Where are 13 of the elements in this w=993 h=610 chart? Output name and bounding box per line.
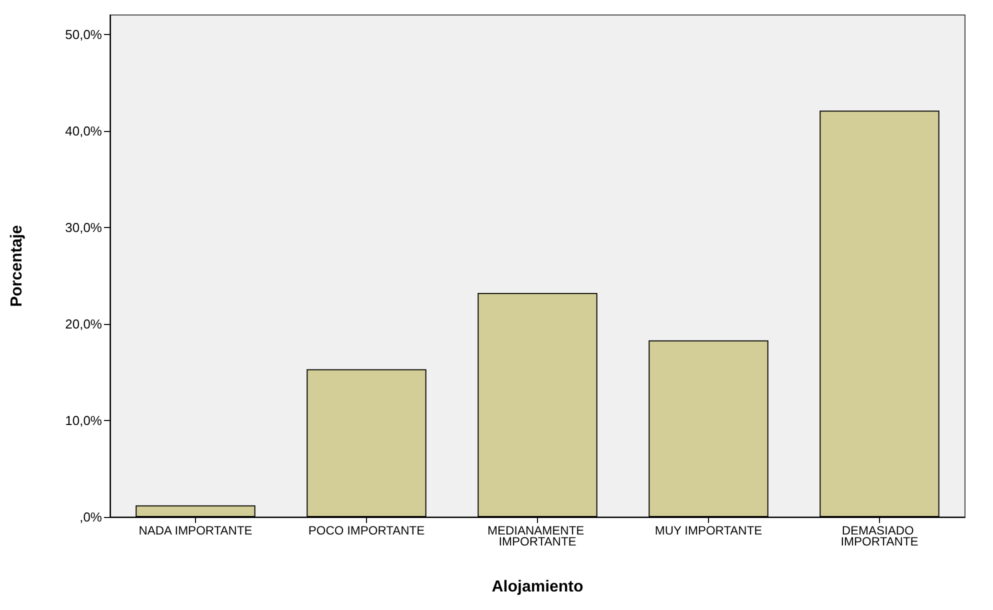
y-tick-label: 20,0% [65,316,102,332]
x-tick-label: MUY IMPORTANTE [654,524,762,538]
y-tick-label: ,0% [80,510,102,524]
x-axis-title: Alojamiento [492,578,584,596]
y-tick-label: 10,0% [65,412,102,428]
y-axis-title: Porcentaje [8,224,26,307]
x-tick-label: DEMASIADO IMPORTANTE [840,524,918,548]
y-tick-label: 50,0% [65,26,102,42]
x-tick-label: NADA IMPORTANTE [138,524,252,538]
y-tick-label: 30,0% [65,220,102,235]
x-tick-label: MEDIANAMENTE IMPORTANTE [487,524,588,548]
y-tick-label: 40,0% [65,123,102,138]
x-tick-label: POCO IMPORTANTE [308,524,425,538]
